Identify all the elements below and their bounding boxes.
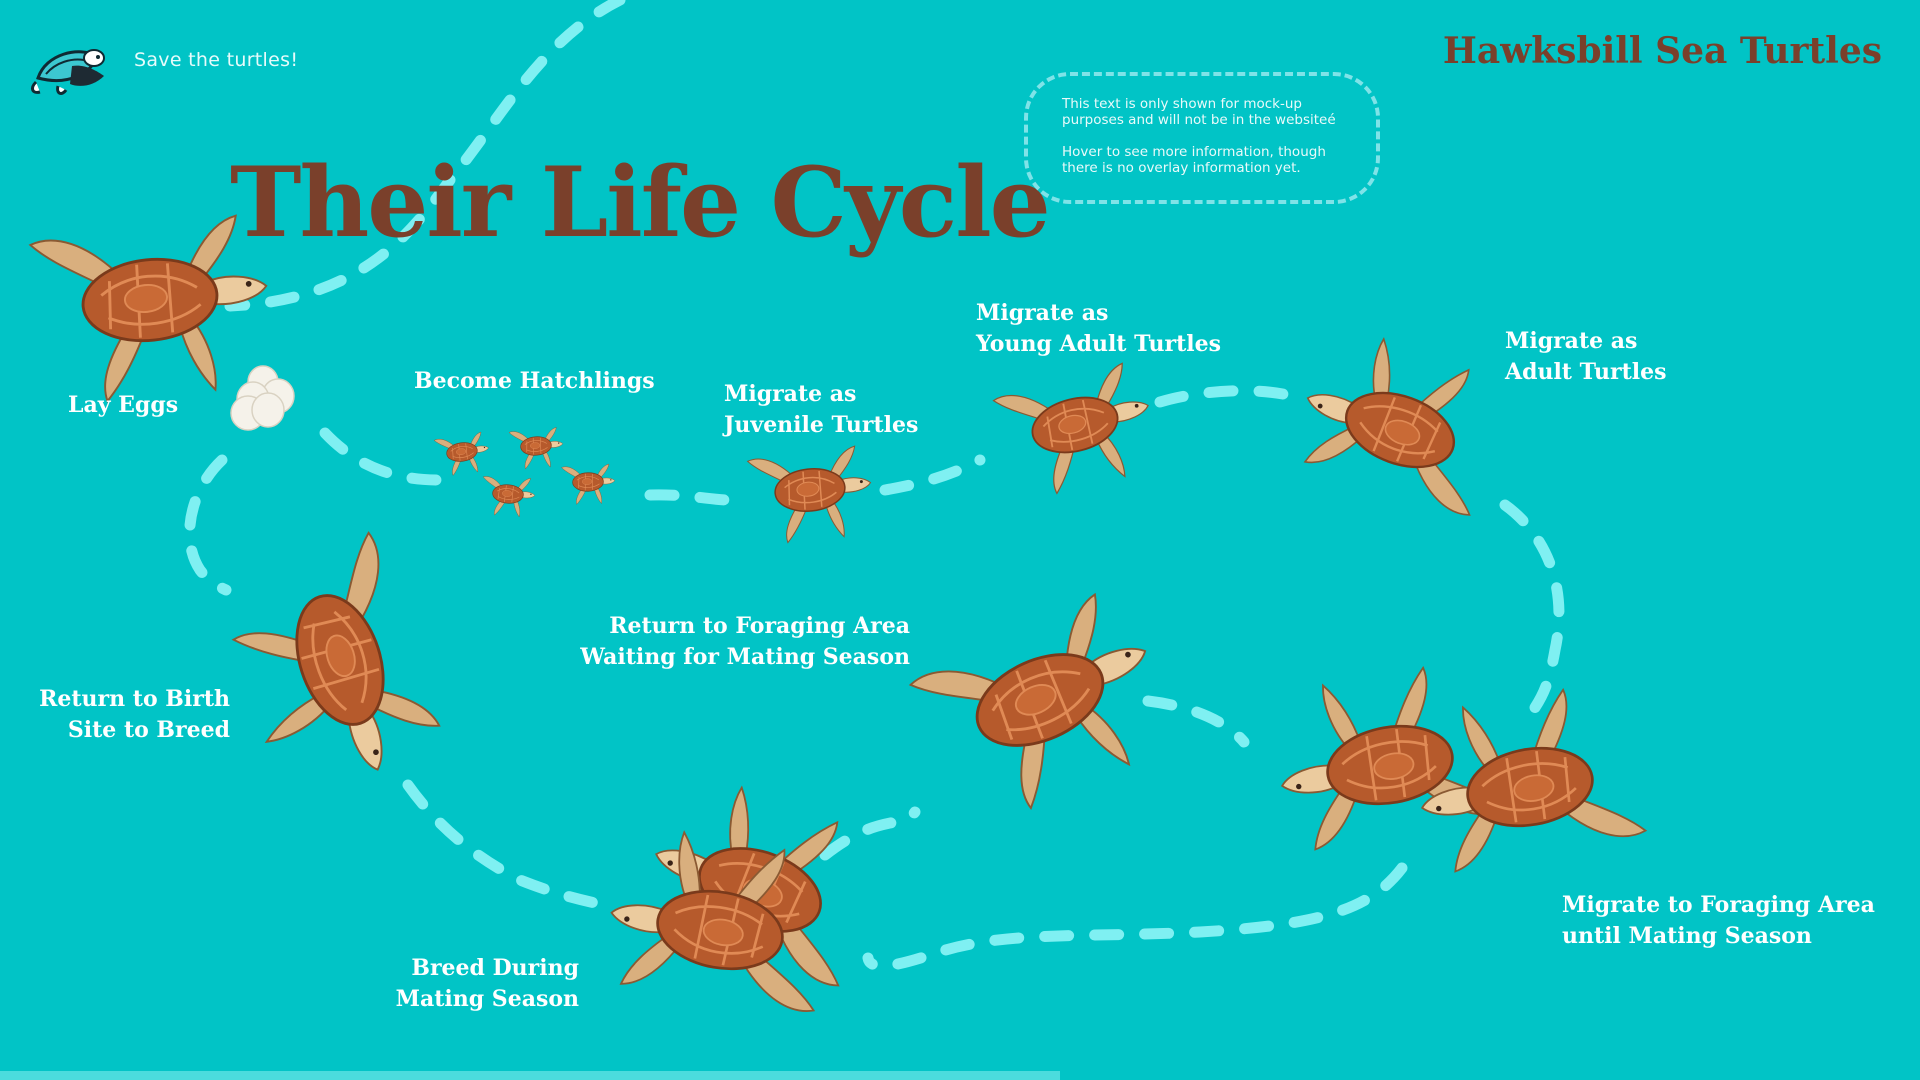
stage-label-line: Waiting for Mating Season [580, 644, 910, 670]
stage-label-line: until Mating Season [1562, 923, 1812, 949]
stage-label-line: Return to Birth [39, 686, 230, 712]
turtle-return-foraging [906, 583, 1186, 834]
page-title: Their Life Cycle [230, 146, 1051, 259]
turtle-logo-icon [31, 49, 105, 95]
stage-label-line: Return to Foraging Area [609, 613, 910, 639]
stage-become-hatchlings[interactable]: Become Hatchlings [414, 366, 655, 397]
stage-label-line: Juvenile Turtles [724, 412, 919, 438]
stage-label-line: Become Hatchlings [414, 368, 655, 394]
hatchling-1 [433, 430, 492, 478]
path-juvenile-segment [644, 489, 736, 506]
stage-label-line: Site to Breed [67, 717, 230, 743]
turtle-adult [1285, 320, 1518, 523]
path-breed-curve [402, 779, 611, 911]
path-young-adult-segment [879, 454, 986, 496]
stage-label-line: Mating Season [395, 986, 579, 1012]
path-return-segment [819, 806, 921, 861]
stage-label-line: Breed During [411, 955, 579, 981]
stage-label-line: Migrate as [724, 381, 857, 407]
stage-lay-eggs[interactable]: Lay Eggs [68, 390, 178, 421]
stage-juvenile[interactable]: Migrate as Juvenile Turtles [724, 379, 918, 441]
tagline: Save the turtles! [134, 49, 299, 71]
path-hatchling-curve [319, 427, 446, 486]
path-adult-segment [1154, 385, 1306, 408]
path-bottom-loop [862, 862, 1408, 972]
path-birth-loop [184, 454, 232, 596]
mockup-note-line1: This text is only shown for mock-up purp… [1062, 96, 1336, 128]
turtle-pair-1 [1264, 656, 1509, 855]
path-foraging-curve [1142, 695, 1250, 748]
stage-label-line: Adult Turtles [1505, 359, 1667, 385]
progress-bar [0, 1071, 1060, 1080]
stage-adult[interactable]: Migrate as Adult Turtles [1505, 326, 1666, 388]
stage-return-birth-site[interactable]: Return to Birth Site to Breed [39, 684, 230, 746]
stage-breed[interactable]: Breed During Mating Season [396, 953, 579, 1015]
stage-return-foraging[interactable]: Return to Foraging Area Waiting for Mati… [580, 611, 910, 673]
turtle-young-adult [991, 358, 1165, 504]
path-east-loop [1499, 499, 1565, 721]
stage-label-line: Migrate as [976, 300, 1109, 326]
turtle-birth-site [213, 529, 448, 802]
mockup-note: This text is only shown for mock-up purp… [1024, 72, 1380, 204]
stage-young-adult[interactable]: Migrate as Young Adult Turtles [976, 298, 1221, 360]
turtle-juvenile [746, 444, 877, 547]
stage-label-line: Lay Eggs [68, 392, 179, 418]
hatchling-2 [508, 426, 565, 471]
stage-foraging-area[interactable]: Migrate to Foraging Area until Mating Se… [1562, 890, 1875, 952]
site-title[interactable]: Hawksbill Sea Turtles [1442, 30, 1882, 72]
stage-label-line: Migrate as [1505, 328, 1638, 354]
hatchling-3 [480, 474, 537, 519]
hatchling-4 [561, 463, 616, 506]
stage-label-line: Migrate to Foraging Area [1562, 892, 1875, 918]
mockup-note-line2: Hover to see more information, though th… [1062, 144, 1326, 176]
logo-link[interactable] [28, 36, 112, 96]
path-intro-curve [224, 0, 626, 312]
stage-label-line: Young Adult Turtles [976, 331, 1221, 357]
